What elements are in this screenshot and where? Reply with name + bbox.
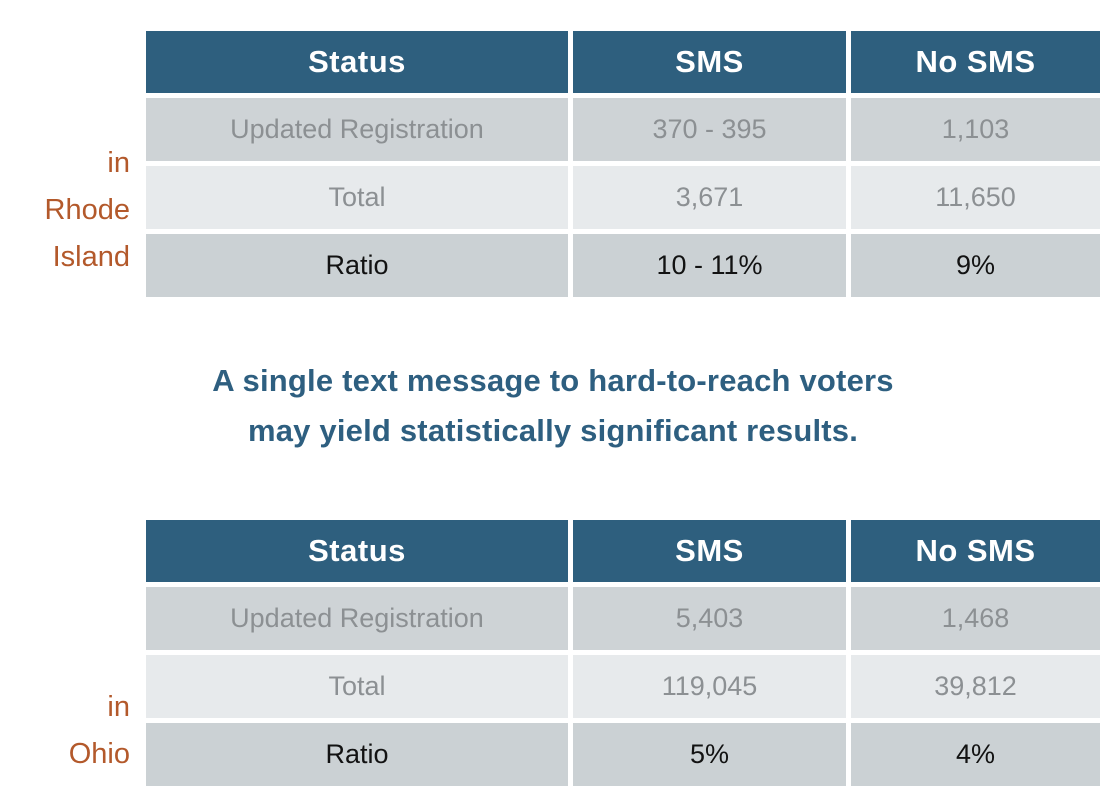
row-label-updated-registration: Updated Registration	[146, 98, 568, 161]
cell-total-no-sms: 39,812	[851, 655, 1100, 718]
cell-updated-registration-no-sms: 1,468	[851, 587, 1100, 650]
region-label-line: Island	[52, 241, 130, 273]
row-label-ratio: Ratio	[146, 723, 568, 786]
cell-ratio-sms: 10 - 11%	[573, 234, 846, 297]
callout-line-1: A single text message to hard-to-reach v…	[212, 363, 894, 398]
region-label-line: Ohio	[68, 738, 130, 770]
cell-ratio-no-sms: 4%	[851, 723, 1100, 786]
cell-total-sms: 3,671	[573, 166, 846, 229]
row-label-ratio: Ratio	[146, 234, 568, 297]
cell-ratio-sms: 5%	[573, 723, 846, 786]
table-ohio: Status SMS No SMS Updated Registration 5…	[146, 520, 1100, 786]
row-label-total: Total	[146, 655, 568, 718]
callout-line-2: may yield statistically significant resu…	[247, 413, 859, 448]
callout-text: A single text message to hard-to-reach v…	[0, 356, 1106, 456]
cell-updated-registration-no-sms: 1,103	[851, 98, 1100, 161]
column-header-no-sms: No SMS	[851, 520, 1100, 582]
column-header-status: Status	[146, 520, 568, 582]
cell-total-sms: 119,045	[573, 655, 846, 718]
column-header-sms: SMS	[573, 31, 846, 93]
cell-ratio-no-sms: 9%	[851, 234, 1100, 297]
region-label-line: in	[107, 147, 130, 179]
column-header-no-sms: No SMS	[851, 31, 1100, 93]
column-header-sms: SMS	[573, 520, 846, 582]
row-label-updated-registration: Updated Registration	[146, 587, 568, 650]
table-rhode-island: Status SMS No SMS Updated Registration 3…	[146, 31, 1100, 297]
cell-updated-registration-sms: 5,403	[573, 587, 846, 650]
cell-total-no-sms: 11,650	[851, 166, 1100, 229]
region-label-rhode-island: in Rhode Island	[0, 140, 130, 281]
region-label-line: Rhode	[44, 194, 130, 226]
column-header-status: Status	[146, 31, 568, 93]
region-label-line: in	[107, 691, 130, 723]
region-label-ohio: in Ohio	[0, 684, 130, 778]
row-label-total: Total	[146, 166, 568, 229]
cell-updated-registration-sms: 370 - 395	[573, 98, 846, 161]
